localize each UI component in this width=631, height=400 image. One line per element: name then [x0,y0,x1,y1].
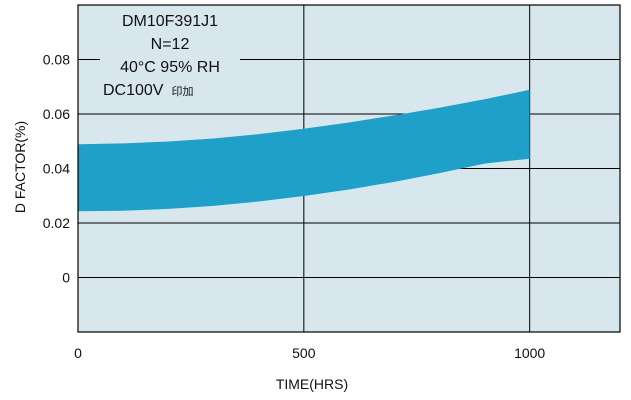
annotation-voltage-value: DC100V [103,82,164,99]
y-tick-label: 0.08 [43,52,70,68]
y-tick-label: 0.04 [43,161,70,177]
annotation-model: DM10F391J1 [122,13,218,30]
x-tick-label: 500 [292,345,316,361]
tick-labels: 0 0.02 0.04 0.06 0.08 0 500 1000 [43,52,546,362]
annotation-voltage-suffix: 印加 [171,85,193,98]
annotation: DM10F391J1 N=12 40°C 95% RH DC100V 印加 [103,13,220,99]
x-tick-label: 0 [74,345,82,361]
plot-frame [77,4,621,333]
y-tick-label: 0 [62,270,70,286]
annotation-condition: 40°C 95% RH [120,59,220,76]
y-tick-label: 0.06 [43,106,70,122]
y-tick-label: 0.02 [43,215,70,231]
annotation-box [100,8,240,104]
x-axis-title: TIME(HRS) [276,376,348,392]
annotation-voltage: DC100V 印加 [103,82,193,99]
y-axis-title: D FACTOR(%) [12,121,28,213]
x-tick-label: 1000 [514,345,545,361]
d-factor-range-band [78,89,530,212]
annotation-sample-count: N=12 [151,36,190,53]
